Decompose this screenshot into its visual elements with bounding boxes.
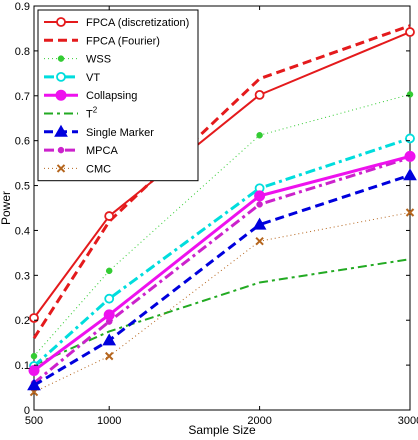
legend-entry-single-marker: Single Marker xyxy=(44,124,154,139)
y-tick-label: 0.4 xyxy=(15,225,30,237)
series-collapsing xyxy=(28,150,416,376)
legend-entry-vt: VT xyxy=(44,72,100,84)
data-point-fpca-discretization xyxy=(29,313,39,323)
legend-entry-wss: WSS xyxy=(44,54,111,66)
legend-swatch-marker xyxy=(54,124,68,137)
legend-label: VT xyxy=(86,72,100,84)
x-tick-label: 2000 xyxy=(247,415,271,427)
y-tick-label: 0.3 xyxy=(15,270,30,282)
legend-entry-cmc: CMC xyxy=(44,163,111,175)
legend-label: CMC xyxy=(86,163,111,175)
legend-entry-collapsing: Collapsing xyxy=(44,89,137,102)
legend-entry-t-2: T2 xyxy=(44,106,98,121)
data-point-fpca-discretization xyxy=(104,211,115,221)
data-point-cmc xyxy=(405,208,415,217)
series-line-single-marker xyxy=(33,173,411,387)
x-marker-stroke xyxy=(255,237,264,246)
x-marker-stroke xyxy=(405,208,415,217)
y-axis-label: Power xyxy=(0,191,13,225)
legend-label: FPCA (discretization) xyxy=(86,17,189,29)
x-marker-stroke xyxy=(104,351,114,361)
legend-swatch-marker xyxy=(57,55,65,62)
x-tick-label: 500 xyxy=(25,415,43,427)
data-point-fpca-discretization xyxy=(254,89,265,100)
series-line-mpca xyxy=(33,156,411,385)
x-tick-label: 1000 xyxy=(97,415,121,427)
series-single-marker xyxy=(27,168,417,391)
y-tick-label: 0.5 xyxy=(15,181,30,193)
data-point-wss xyxy=(406,91,414,98)
data-point-collapsing xyxy=(404,150,416,162)
x-marker-stroke xyxy=(56,164,66,173)
data-point-single-marker xyxy=(102,333,117,346)
data-point-fpca-discretization xyxy=(405,27,415,37)
legend-swatch-marker xyxy=(56,164,66,173)
legend-entry-fpca-fourier: FPCA (Fourier) xyxy=(44,35,160,47)
data-point-vt xyxy=(405,133,415,144)
data-point-wss xyxy=(105,267,113,275)
data-point-single-marker xyxy=(27,378,41,391)
y-tick-label: 0.1 xyxy=(15,360,30,372)
legend-label: FPCA (Fourier) xyxy=(86,35,160,47)
legend-entry-fpca-discretization: FPCA (discretization) xyxy=(44,17,189,29)
y-tick-label: 0.2 xyxy=(15,315,30,327)
y-tick-label: 0.9 xyxy=(15,1,30,13)
legend-swatch-marker xyxy=(55,89,67,101)
data-point-cmc xyxy=(104,351,114,361)
series-wss xyxy=(30,91,414,360)
data-point-collapsing xyxy=(254,190,266,202)
series-line-collapsing xyxy=(33,154,411,372)
data-point-wss xyxy=(30,352,38,360)
legend-swatch-marker xyxy=(56,17,66,27)
data-point-single-marker xyxy=(252,217,267,230)
series-line-wss xyxy=(33,93,411,357)
legend-label: WSS xyxy=(86,54,111,66)
series-line-t-2 xyxy=(33,258,411,367)
legend-swatch-marker xyxy=(57,146,65,154)
data-point-vt xyxy=(104,293,115,304)
data-point-single-marker xyxy=(403,168,417,181)
legend-label: Single Marker xyxy=(86,127,154,139)
legend-swatch-marker xyxy=(56,72,66,82)
legend-label: MPCA xyxy=(86,145,118,157)
data-point-collapsing xyxy=(103,309,115,321)
y-tick-label: 0.6 xyxy=(15,136,30,148)
legend-label: T2 xyxy=(86,106,98,121)
data-point-collapsing xyxy=(28,364,40,376)
series-t-2 xyxy=(33,258,411,367)
data-point-cmc xyxy=(255,237,264,246)
data-point-mpca xyxy=(256,201,263,208)
data-point-wss xyxy=(256,132,263,139)
y-tick-label: 0 xyxy=(24,405,30,417)
legend-entry-mpca: MPCA xyxy=(44,145,118,157)
legend-label: Collapsing xyxy=(86,90,137,102)
x-axis-label: Sample Size xyxy=(188,423,256,437)
y-tick-label: 0.8 xyxy=(15,46,30,58)
legend: FPCA (discretization) FPCA (Fourier) WSS VT… xyxy=(37,9,199,182)
series-line-vt xyxy=(32,136,411,368)
y-tick-label: 0.7 xyxy=(15,91,30,103)
